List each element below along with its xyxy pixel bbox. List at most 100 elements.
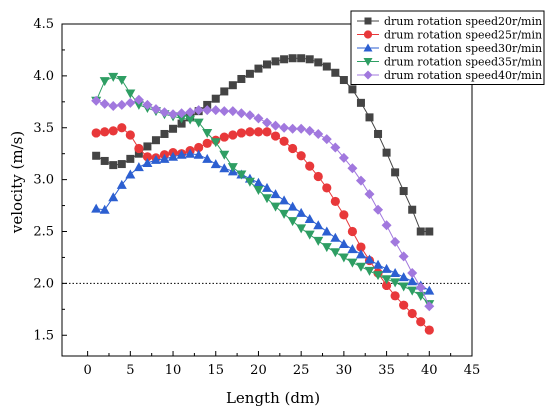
data-point bbox=[425, 227, 434, 236]
data-point bbox=[159, 107, 170, 118]
data-point bbox=[253, 186, 264, 195]
data-point bbox=[355, 175, 366, 186]
data-point bbox=[399, 187, 408, 196]
data-point bbox=[99, 77, 110, 87]
data-point bbox=[108, 72, 119, 82]
data-point bbox=[390, 268, 401, 277]
data-point bbox=[176, 114, 187, 124]
data-point bbox=[330, 196, 340, 207]
data-point bbox=[330, 232, 341, 242]
legend-item: drum rotation speed30r/min bbox=[357, 42, 542, 55]
data-point bbox=[407, 276, 418, 286]
data-point bbox=[322, 183, 332, 193]
tick-labels: 0 5 10 15 20 25 30 35 40 45 1.5 2.0 2.5 3.0 3.5 4.0 4.5 bbox=[33, 17, 480, 378]
data-point bbox=[313, 171, 323, 182]
data-point bbox=[185, 115, 196, 125]
data-point bbox=[416, 317, 426, 327]
data-point bbox=[125, 89, 136, 99]
data-point bbox=[237, 74, 246, 83]
data-point bbox=[219, 150, 230, 160]
data-point bbox=[228, 81, 237, 90]
data-point bbox=[236, 128, 246, 138]
data-point bbox=[270, 120, 281, 131]
legend-label: drum rotation speed40r/min bbox=[384, 69, 542, 82]
data-point bbox=[100, 127, 110, 137]
data-point bbox=[365, 113, 374, 122]
data-point bbox=[321, 226, 332, 236]
data-point bbox=[373, 204, 384, 215]
data-point bbox=[133, 94, 144, 105]
data-point bbox=[262, 194, 272, 204]
data-point bbox=[194, 142, 204, 153]
data-point bbox=[99, 98, 110, 109]
data-point bbox=[227, 106, 238, 117]
data-point bbox=[338, 152, 349, 163]
data-point bbox=[331, 68, 340, 77]
data-point bbox=[133, 162, 144, 172]
data-point bbox=[262, 127, 272, 137]
data-point bbox=[373, 259, 384, 269]
x-tick-label: 5 bbox=[126, 363, 134, 378]
data-point bbox=[279, 136, 289, 146]
data-point bbox=[108, 192, 119, 202]
data-point bbox=[91, 128, 101, 138]
data-point bbox=[356, 242, 366, 252]
data-point bbox=[262, 117, 272, 128]
data-point bbox=[424, 285, 435, 295]
data-point bbox=[364, 189, 375, 200]
data-point bbox=[150, 154, 161, 164]
data-point bbox=[270, 189, 281, 199]
data-point bbox=[313, 220, 324, 230]
data-point bbox=[125, 169, 136, 179]
data-point bbox=[193, 105, 204, 116]
data-point bbox=[287, 217, 298, 227]
data-point bbox=[279, 122, 290, 133]
y-tick-label: 1.5 bbox=[33, 328, 54, 343]
data-point bbox=[219, 132, 229, 142]
legend-box bbox=[350, 10, 545, 85]
data-point bbox=[202, 153, 213, 163]
data-point bbox=[91, 95, 102, 106]
data-point bbox=[322, 62, 331, 71]
series-5 bbox=[91, 94, 435, 312]
data-point bbox=[270, 131, 281, 141]
data-point bbox=[339, 76, 348, 85]
data-point bbox=[99, 204, 110, 214]
data-point bbox=[330, 142, 341, 153]
data-point bbox=[203, 100, 212, 109]
legend-marker bbox=[363, 43, 373, 52]
data-point bbox=[280, 55, 289, 64]
data-point bbox=[390, 291, 400, 301]
data-point bbox=[381, 275, 392, 285]
data-point bbox=[304, 230, 315, 240]
axes bbox=[61, 23, 473, 357]
x-tick-label: 20 bbox=[250, 363, 267, 378]
data-point bbox=[279, 195, 290, 205]
data-point bbox=[228, 130, 238, 140]
data-point bbox=[271, 57, 280, 66]
x-tick-label: 40 bbox=[421, 363, 438, 378]
data-point bbox=[133, 100, 144, 110]
data-point bbox=[92, 151, 101, 160]
data-point bbox=[373, 271, 384, 281]
data-point bbox=[390, 278, 401, 288]
data-point bbox=[313, 236, 324, 246]
x-tick-label: 30 bbox=[336, 363, 353, 378]
data-point bbox=[296, 151, 306, 161]
data-point bbox=[100, 156, 109, 165]
data-point bbox=[109, 161, 118, 170]
data-point bbox=[169, 124, 178, 133]
data-point bbox=[220, 87, 229, 96]
data-point bbox=[227, 163, 238, 173]
data-point bbox=[314, 58, 323, 67]
y-axis-title: velocity (m/s) bbox=[8, 131, 26, 234]
legend-item: drum rotation speed25r/min bbox=[357, 29, 542, 42]
data-point bbox=[338, 238, 349, 248]
y-tick-label: 2.5 bbox=[33, 225, 54, 240]
data-point bbox=[134, 149, 143, 158]
data-point bbox=[398, 272, 409, 282]
data-point bbox=[330, 248, 341, 258]
plot-frame bbox=[61, 23, 473, 357]
legend-marker bbox=[363, 30, 373, 39]
legend-label: drum rotation speed25r/min bbox=[384, 29, 542, 42]
